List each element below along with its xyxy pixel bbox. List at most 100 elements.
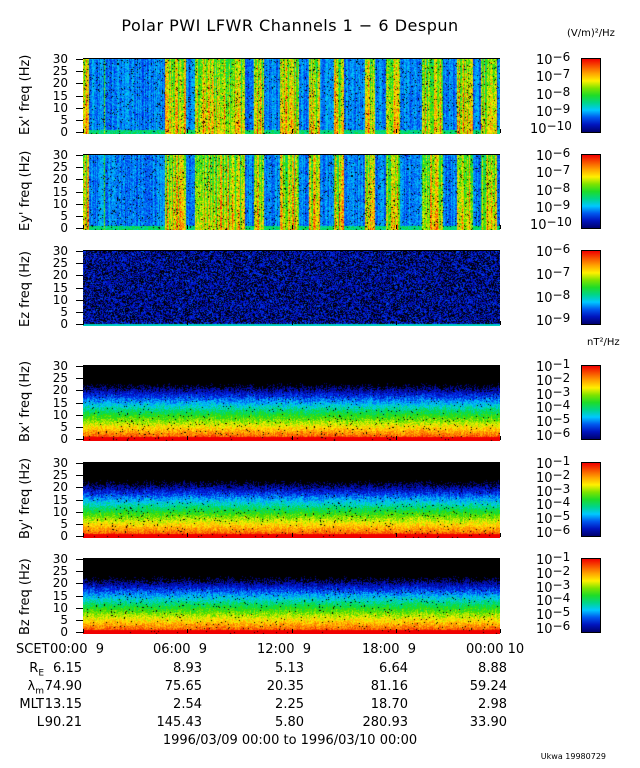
spectrogram-panel-6 <box>83 558 500 634</box>
ephemeris-value: 280.93 <box>362 715 409 730</box>
y-tick-label: 10 <box>52 196 68 211</box>
y-tick-mark <box>76 215 83 217</box>
colorbar <box>581 58 601 133</box>
y-tick-mark <box>76 263 83 265</box>
y-tick-mark <box>76 59 83 60</box>
y-tick-mark <box>76 287 83 289</box>
x-tick-mark <box>500 629 501 633</box>
ephemeris-value: 18.70 <box>370 697 408 712</box>
spectrogram-panel-5 <box>83 462 500 538</box>
y-tick-label: 0 <box>60 625 68 639</box>
y-tick-mark <box>76 559 83 560</box>
y-tick-label: 15 <box>52 88 68 103</box>
colorbar-tick-label: 10−6 <box>536 619 571 637</box>
colorbar-tick-label: 10−4 <box>536 495 571 514</box>
y-tick-mark <box>76 155 83 156</box>
x-tick-label: 12:00 9 <box>257 642 311 657</box>
y-tick-label: 15 <box>52 395 68 410</box>
x-tick-mark <box>395 629 397 633</box>
ephemeris-value: 5.13 <box>275 661 304 676</box>
x-tick-mark <box>500 225 501 229</box>
spectrogram-image <box>83 59 500 134</box>
x-tick-mark <box>395 129 397 133</box>
y-tick-mark <box>76 191 83 193</box>
colorbar-tick-label: 10−5 <box>536 605 571 624</box>
colorbar-tick-label: 10−8 <box>536 288 571 306</box>
scet-label: SCET <box>16 642 50 657</box>
ephemeris-value: 81.16 <box>370 679 408 694</box>
plot-title: Polar PWI LFWR Channels 1 − 6 Despun <box>121 16 459 35</box>
electric-unit-label: (V/m)²/Hz <box>567 28 615 39</box>
x-tick-mark <box>395 321 397 325</box>
colorbar-tick-label: 10−7 <box>536 163 571 182</box>
colorbar-tick-label: 10−2 <box>536 370 571 389</box>
y-tick-mark <box>76 632 83 633</box>
x-tick-mark <box>83 629 84 633</box>
x-tick-mark <box>291 129 293 133</box>
colorbar <box>581 462 601 537</box>
y-tick-mark <box>76 390 83 392</box>
x-tick-mark <box>291 225 293 229</box>
y-tick-mark <box>76 275 83 277</box>
y-tick-label: 30 <box>52 244 68 258</box>
colorbar-tick-label: 10−6 <box>536 146 571 164</box>
colorbar-tick-label: 10−6 <box>536 523 571 541</box>
colorbar-tick-label: 10−4 <box>536 591 571 610</box>
y-tick-label: 20 <box>52 576 68 591</box>
x-tick-mark <box>500 533 501 537</box>
ephemeris-value: 2.54 <box>173 697 202 712</box>
y-tick-mark <box>76 251 83 252</box>
colorbar <box>581 250 601 325</box>
colorbar-tick-label: 10−5 <box>536 412 571 431</box>
x-tick-mark <box>83 321 84 325</box>
y-tick-mark <box>76 228 83 229</box>
colorbar-tick-label: 10−2 <box>536 467 571 486</box>
y-tick-mark <box>76 71 83 73</box>
y-tick-mark <box>76 426 83 428</box>
x-tick-mark <box>500 321 501 325</box>
ephemeris-value: 5.80 <box>275 715 304 730</box>
y-tick-mark <box>76 402 83 404</box>
colorbar-tick-label: 10−2 <box>536 563 571 582</box>
x-tick-mark <box>187 533 189 537</box>
y-tick-label: 15 <box>52 588 68 603</box>
y-tick-label: 25 <box>52 468 68 483</box>
y-axis-label: Ey' freq (Hz) <box>18 150 33 231</box>
x-tick-label: 00:00 9 <box>50 642 104 657</box>
colorbar-tick-label: 10−4 <box>536 398 571 417</box>
colorbar-tick-label: 10−6 <box>536 426 571 444</box>
x-tick-mark <box>291 436 293 440</box>
spectrogram-image <box>83 463 500 538</box>
y-axis-label: Bx' freq (Hz) <box>18 360 33 442</box>
x-tick-mark <box>500 129 501 133</box>
spectrogram-panel-1 <box>83 58 500 134</box>
y-tick-mark <box>76 571 83 573</box>
y-tick-label: 5 <box>60 208 68 223</box>
x-tick-mark <box>187 629 189 633</box>
colorbar-tick-label: 10−3 <box>536 577 571 596</box>
y-tick-mark <box>76 167 83 169</box>
colorbar-tick-label: 10−8 <box>536 180 571 199</box>
colorbar-tick-label: 10−7 <box>536 67 571 86</box>
y-tick-mark <box>76 107 83 109</box>
x-tick-mark <box>187 129 189 133</box>
ephemeris-label: RE <box>29 661 44 679</box>
colorbar <box>581 154 601 229</box>
y-tick-label: 20 <box>52 383 68 398</box>
y-tick-label: 15 <box>52 492 68 507</box>
colorbar-tick-label: 10−7 <box>536 265 571 283</box>
date-range: 1996/03/09 00:00 to 1996/03/10 00:00 <box>162 733 418 748</box>
y-tick-mark <box>76 119 83 121</box>
y-tick-mark <box>76 324 83 325</box>
ephemeris-label: λm <box>27 679 44 697</box>
magnetic-unit-label: nT²/Hz <box>587 337 620 348</box>
x-tick-mark <box>291 629 293 633</box>
y-tick-mark <box>76 607 83 609</box>
y-tick-label: 10 <box>52 292 68 307</box>
y-tick-mark <box>76 95 83 97</box>
colorbar-tick-label: 10−3 <box>536 384 571 403</box>
x-tick-mark <box>395 225 397 229</box>
y-tick-label: 25 <box>52 371 68 386</box>
x-tick-label: 00:00 10 <box>466 642 525 657</box>
y-tick-label: 0 <box>60 221 68 235</box>
